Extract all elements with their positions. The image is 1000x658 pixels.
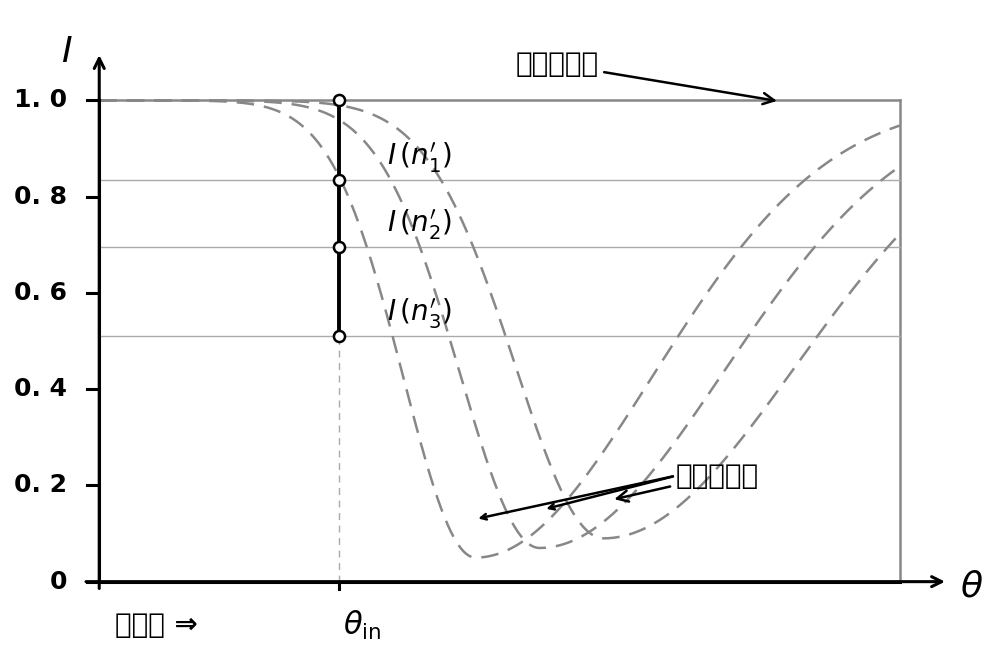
Text: 潜在吸收谱: 潜在吸收谱 (617, 462, 759, 501)
Text: 0: 0 (50, 570, 67, 594)
Text: $\mathit{I}\,(\mathit{n}_2')$: $\mathit{I}\,(\mathit{n}_2')$ (387, 208, 452, 242)
Text: 0. 2: 0. 2 (14, 473, 67, 497)
Text: 光强调制谱: 光强调制谱 (516, 50, 774, 104)
Text: 入射角 ⇒: 入射角 ⇒ (115, 611, 198, 639)
Text: $\mathit{I}\,(\mathit{n}_3')$: $\mathit{I}\,(\mathit{n}_3')$ (387, 297, 452, 332)
Text: 0. 8: 0. 8 (14, 185, 67, 209)
Text: $\mathit{I}$: $\mathit{I}$ (61, 36, 73, 69)
Text: $\mathit{\theta}_{\rm in}$: $\mathit{\theta}_{\rm in}$ (343, 609, 382, 642)
Text: $\mathit{I}\,(\mathit{n}_1')$: $\mathit{I}\,(\mathit{n}_1')$ (387, 141, 452, 175)
Text: $\mathit{\theta}$: $\mathit{\theta}$ (960, 569, 984, 603)
Text: 0. 6: 0. 6 (14, 281, 67, 305)
Text: 0. 4: 0. 4 (14, 377, 67, 401)
Text: 1. 0: 1. 0 (14, 88, 67, 113)
